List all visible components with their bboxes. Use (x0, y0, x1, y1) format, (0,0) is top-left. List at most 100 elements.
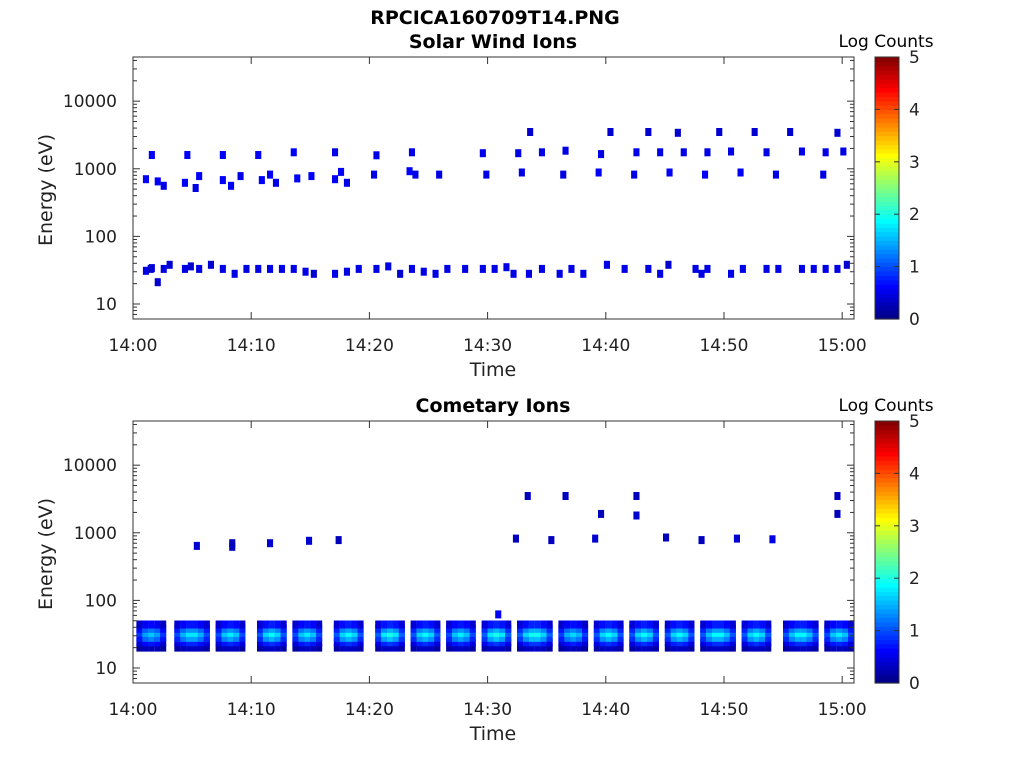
heatmap-cell (522, 620, 529, 629)
heatmap-cell (824, 620, 831, 629)
heatmap-cell (611, 643, 618, 652)
heatmap-cell (398, 638, 405, 647)
heatmap-cell (842, 628, 849, 637)
heatmap-cell (617, 638, 624, 647)
heatmap-cell (304, 624, 311, 633)
heatmap-cell (444, 264, 451, 273)
heatmap-cell (434, 638, 441, 647)
heatmap-cell (310, 628, 317, 637)
heatmap-cell (142, 643, 149, 652)
heatmap-cell (676, 620, 683, 629)
y-tick-label: 10000 (63, 92, 117, 112)
heatmap-cell (706, 633, 713, 642)
heatmap-cell (298, 628, 305, 637)
heatmap-cell (351, 638, 358, 647)
heatmap-cell (570, 624, 577, 633)
heatmap-cell (373, 264, 380, 273)
x-tick-label: 14:40 (581, 700, 630, 720)
x-tick-label: 14:50 (699, 700, 748, 720)
heatmap-cell (239, 643, 246, 652)
heatmap-cell (479, 149, 486, 158)
heatmap-cell (593, 624, 600, 633)
heatmap-cell (753, 620, 760, 629)
heatmap-cell (154, 643, 161, 652)
colorbar-segment (875, 87, 899, 93)
heatmap-cell (747, 638, 754, 647)
plot-frame (132, 420, 855, 684)
heatmap-cell (729, 638, 736, 647)
heatmap-cell (505, 628, 512, 637)
colorbar-tick-label: 5 (909, 412, 920, 432)
heatmap-cell (800, 638, 807, 647)
heatmap-cell (142, 620, 149, 629)
heatmap-cell (160, 181, 167, 190)
heatmap-cell (688, 638, 695, 647)
heatmap-cell (558, 624, 565, 633)
heatmap-cell (469, 624, 476, 633)
heatmap-cell (268, 638, 275, 647)
colorbar-frame (874, 56, 900, 320)
heatmap-cell (345, 643, 352, 652)
heatmap-cell (375, 638, 382, 647)
heatmap-cell (836, 624, 843, 633)
heatmap-cell (558, 643, 565, 652)
x-tick-label: 14:20 (345, 700, 394, 720)
heatmap-cell (481, 643, 488, 652)
heatmap-cell (434, 643, 441, 652)
heatmap-cell (558, 638, 565, 647)
heatmap-cell (820, 170, 827, 179)
heatmap-cell (483, 170, 490, 179)
heatmap-cell (487, 633, 494, 642)
colorbar-segment (875, 74, 899, 80)
heatmap-cell (834, 509, 841, 518)
heatmap-cell (174, 624, 181, 633)
heatmap-cell (605, 638, 612, 647)
heatmap-cell (142, 628, 149, 637)
heatmap-cell (729, 624, 736, 633)
heatmap-cell (806, 643, 813, 652)
heatmap-cell (197, 643, 204, 652)
colorbar-segment (875, 288, 899, 294)
colorbar-segment (875, 512, 899, 518)
heatmap-cell (416, 638, 423, 647)
heatmap-cell (765, 628, 772, 637)
heatmap-cell (830, 633, 837, 642)
heatmap-cell (806, 638, 813, 647)
x-tick-label: 14:40 (581, 336, 630, 356)
heatmap-cell (682, 624, 689, 633)
heatmap-cell (316, 633, 323, 642)
heatmap-cell (239, 620, 246, 629)
heatmap-cell (457, 628, 464, 637)
colorbar-segment (875, 591, 899, 597)
heatmap-cell (788, 638, 795, 647)
colorbar-tick-label: 2 (909, 569, 920, 589)
heatmap-cell (633, 511, 640, 520)
heatmap-cell (812, 620, 819, 629)
heatmap-cell (528, 643, 535, 652)
heatmap-cell (505, 638, 512, 647)
heatmap-cell (775, 264, 782, 273)
colorbar-segment (875, 569, 899, 575)
heatmap-cell (830, 624, 837, 633)
heatmap-cell (186, 643, 193, 652)
heatmap-cell (351, 628, 358, 637)
y-axis-label: Energy (eV) (35, 134, 57, 246)
heatmap-cell (463, 628, 470, 637)
x-tick-label: 14:10 (227, 336, 276, 356)
heatmap-cell (540, 638, 547, 647)
colorbar-segment (875, 209, 899, 215)
heatmap-cell (540, 624, 547, 633)
colorbar-segment (875, 100, 899, 106)
heatmap-cell (564, 624, 571, 633)
heatmap-cell (676, 624, 683, 633)
heatmap-cell (258, 176, 265, 185)
colorbar-segment (875, 135, 899, 141)
heatmap-cell (534, 633, 541, 642)
colorbar-segment (875, 284, 899, 290)
heatmap-cell (682, 638, 689, 647)
heatmap-cell (582, 624, 589, 633)
heatmap-cell (783, 633, 790, 642)
heatmap-cell (753, 643, 760, 652)
heatmap-cell (148, 633, 155, 642)
